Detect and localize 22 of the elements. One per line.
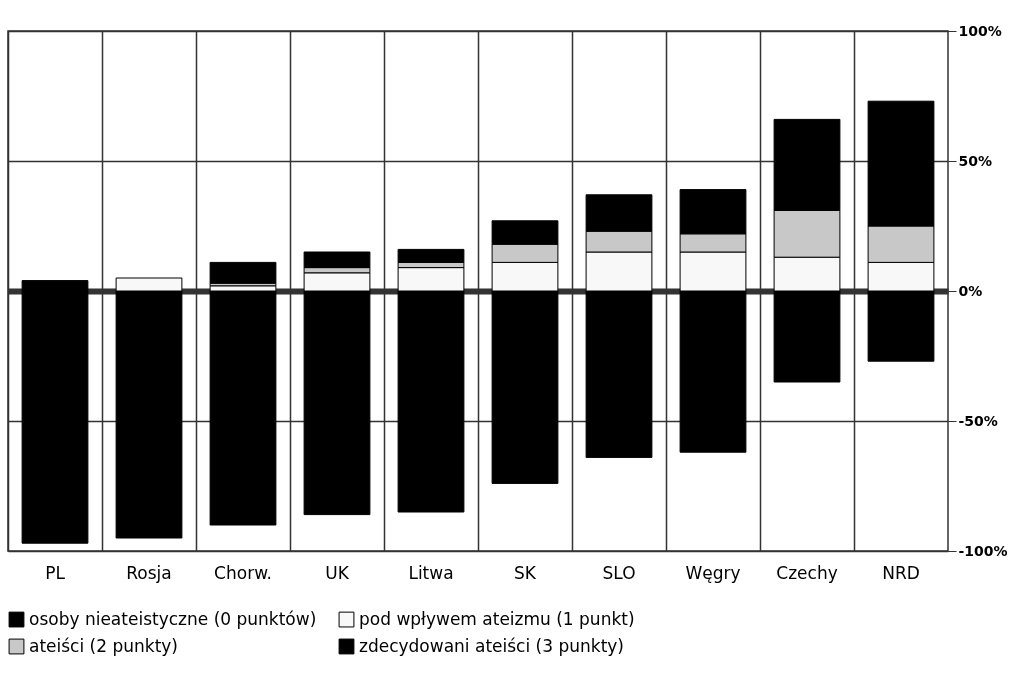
y-tick-label: -50% <box>958 412 998 429</box>
legend-label: zdecydowani ateiści (3 punkty) <box>359 635 624 656</box>
x-tick-label: Litwa <box>408 562 454 583</box>
x-tick-label: Czechy <box>776 562 838 583</box>
bar <box>209 261 277 284</box>
y-tick-label: -100% <box>958 542 1008 559</box>
y-tick-label: 0% <box>958 282 983 299</box>
bar <box>209 290 277 526</box>
x-tick-label: Rosja <box>126 562 172 583</box>
x-tick-label: SK <box>514 562 537 583</box>
bar <box>303 251 371 269</box>
x-tick-label: UK <box>325 562 350 583</box>
x-tick-label: Chorw. <box>214 562 272 583</box>
y-tick-label: 50% <box>958 152 993 169</box>
x-tick-label: Węgry <box>685 562 741 583</box>
legend-label: osoby nieateistyczne (0 punktów) <box>29 608 317 629</box>
legend-label: ateiści (2 punkty) <box>29 635 178 656</box>
x-tick-label: NRD <box>882 562 920 583</box>
legend-label: pod wpływem ateizmu (1 punkt) <box>359 608 635 629</box>
x-tick-label: PL <box>45 562 66 583</box>
x-tick-label: SLO <box>602 562 636 583</box>
y-tick-label: 100% <box>958 22 1002 39</box>
